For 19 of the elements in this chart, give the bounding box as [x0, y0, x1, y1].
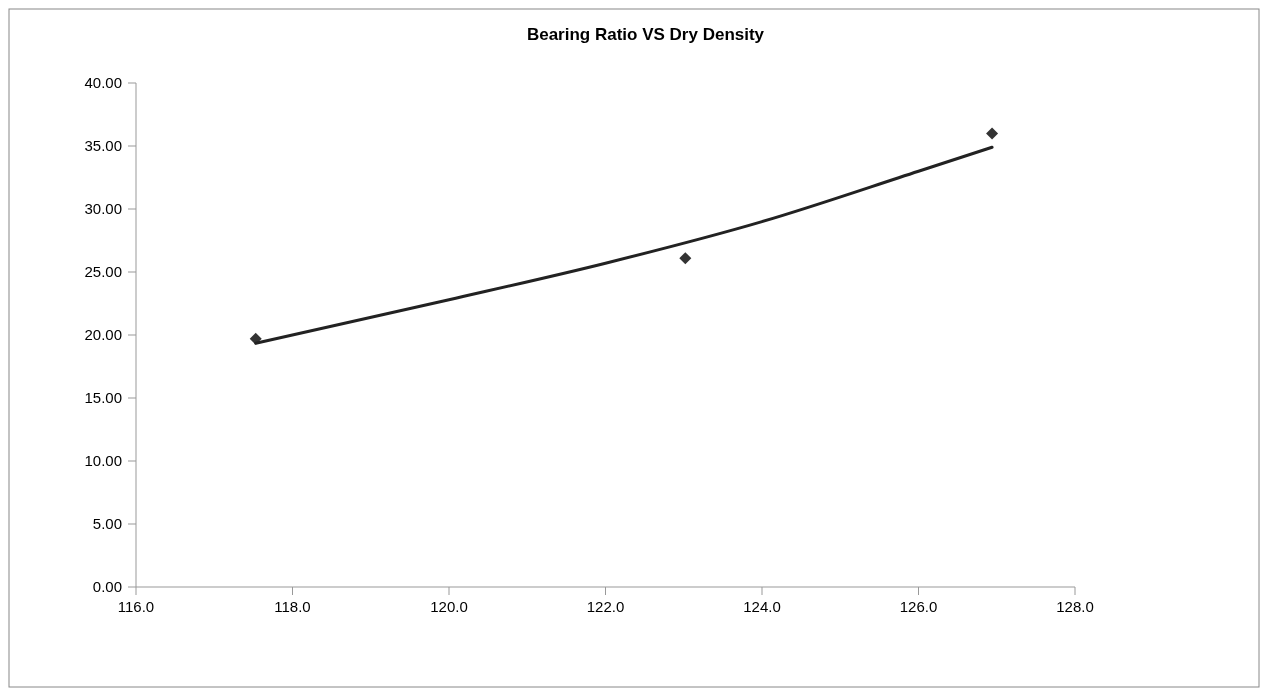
y-tick-label: 5.00: [92, 515, 122, 533]
point: [986, 127, 999, 140]
x-tick-label: 116.0: [117, 598, 155, 615]
x-tick-label: 118.0: [274, 598, 311, 615]
y-tick-label: 15.00: [84, 389, 122, 407]
x-tick-label: 124.0: [743, 598, 781, 615]
y-tick-label: 10.00: [84, 452, 122, 470]
x-tick-label: 126.0: [899, 598, 938, 615]
y-tick-label: 30.00: [84, 200, 122, 218]
y-tick-label: 20.00: [84, 326, 122, 344]
x-tick-label: 122.0: [586, 598, 625, 615]
x-tick-label: 120.0: [430, 598, 468, 615]
chart-title: Bearing Ratio VS Dry Density: [526, 25, 765, 44]
y-tick-label: 25.00: [84, 263, 122, 281]
y-tick-label: 0.00: [92, 578, 122, 596]
y-tick-label: 35.00: [84, 137, 122, 155]
x-tick-label: 128.0: [1056, 598, 1094, 615]
y-tick-label: 40.00: [84, 74, 122, 92]
point: [679, 252, 692, 265]
